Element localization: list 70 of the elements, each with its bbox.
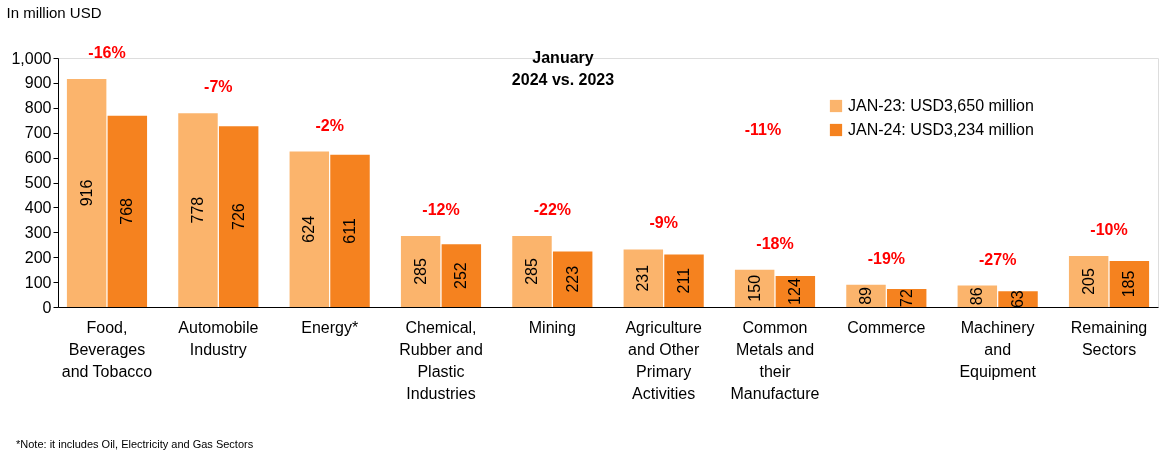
data-label: 150 [745,274,763,302]
annotation: -12% [422,201,460,219]
bar [623,249,664,307]
y-tick-label: 100 [24,273,52,291]
annotation: -10% [1090,220,1128,238]
y-tick-label: 900 [24,74,52,92]
y-axis-title: In million USD [6,3,102,21]
data-label: 223 [563,265,581,293]
y-tick-label: 1,000 [11,49,52,67]
bar [400,236,441,307]
data-label: 63 [1009,290,1027,309]
annotation: -7% [204,78,233,96]
bar [1068,255,1109,307]
data-label: 778 [188,196,206,224]
data-label: 285 [411,258,429,285]
data-label: 185 [1120,270,1138,298]
x-tick-label: Mining [528,318,576,336]
y-tick-label: 800 [24,99,52,117]
y-tick-label: 400 [24,198,52,216]
x-tick-label: Energy* [301,318,359,336]
y-tick-label: 200 [24,248,52,266]
x-tick-label: Common Metals and their Manufacture [730,318,820,402]
annotation: -2% [315,116,344,134]
data-label: 768 [118,197,136,225]
data-label: 624 [300,215,318,243]
bar [552,251,593,307]
data-label: 211 [675,267,693,294]
annotation: -19% [867,249,906,267]
data-label: 231 [634,264,652,292]
annotation: -22% [533,201,572,219]
data-label: 205 [1079,268,1097,295]
bar [664,254,704,307]
annotation: -16% [88,43,126,61]
x-tick-label: Remaining Sectors [1070,318,1148,358]
text: *Note: it includes Oil, Electricity and Gas Sectors [16,438,254,450]
data-label: 252 [452,262,470,289]
legend-label: JAN-24: USD3,234 million [848,121,1034,138]
x-tick-label: Chemical, Rubber and Plastic Industries [399,318,483,402]
annotation: -27% [979,250,1017,268]
annotation: -18% [756,234,794,252]
x-tick-label: Automobile Industry [178,318,259,358]
annotation: -11% [744,121,782,138]
chart-title: January 2024 vs. 2023 [511,49,615,88]
y-tick-label: 300 [24,223,52,241]
x-tick-label: Machinery and Equipment [959,318,1037,380]
data-label: 726 [229,203,247,230]
data-label: 285 [522,258,540,285]
data-label: 916 [77,179,95,207]
y-tick-label: 600 [24,149,52,167]
data-label: 124 [786,278,804,305]
data-label: 89 [856,286,874,305]
bar [218,126,259,307]
bar [512,236,552,307]
bar [178,113,218,307]
y-tick-label: 700 [24,124,52,142]
y-tick-label: 0 [42,298,52,316]
annotation: -9% [649,214,678,232]
bar [441,244,482,307]
bar [66,78,107,307]
x-tick-label: Food, Beverages and Tobacco [61,318,153,380]
data-label: 86 [968,287,986,306]
x-tick-label: Agriculture and Other Primary Activities [625,318,702,402]
y-tick-label: 500 [24,174,52,191]
data-label: 611 [341,218,359,244]
legend-label: JAN-23: USD3,650 million [848,97,1034,114]
bar [107,115,148,307]
bar [330,154,370,307]
bar [289,151,330,307]
data-label: 72 [897,289,915,307]
x-tick-label: Commerce [847,318,926,336]
